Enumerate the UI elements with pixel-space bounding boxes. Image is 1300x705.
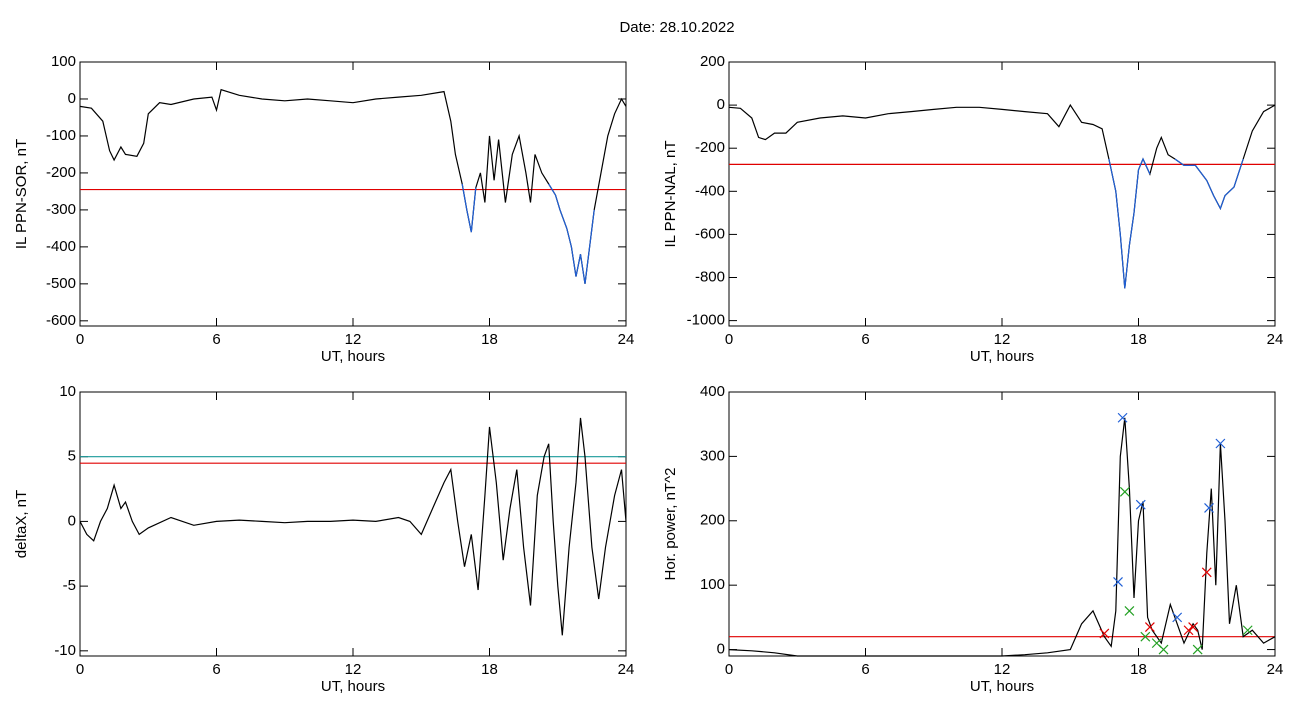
y-tick-label: 100	[51, 53, 76, 70]
cross-marker	[1119, 486, 1130, 497]
y-tick-label: 200	[700, 512, 725, 529]
y-tick-label: 400	[700, 383, 725, 400]
cross-marker	[1124, 606, 1135, 616]
y-tick-label: 0	[717, 96, 725, 113]
x-tick-label: 18	[1130, 661, 1147, 678]
x-tick-label: 24	[1267, 331, 1284, 348]
x-tick-label: 24	[618, 331, 635, 348]
figure-title: Date: 28.10.2022	[619, 19, 734, 36]
y-tick-label: 5	[68, 448, 76, 465]
cross-marker	[1113, 577, 1123, 587]
x-axis-label: UT, hours	[321, 348, 385, 365]
data-line	[1108, 157, 1244, 289]
y-tick-label: -400	[695, 182, 725, 199]
cross-marker	[1117, 412, 1128, 423]
panel: 0 6 12 18 24 100 0 -100 -200 -300 -400 -500 -600 UT, …	[13, 53, 634, 365]
plot-frame	[79, 61, 627, 327]
x-tick-label: 18	[481, 661, 498, 678]
x-tick-label: 24	[1267, 661, 1284, 678]
data-line	[461, 183, 595, 284]
panel: 0 6 12 18 24 10 5 0 -5 -10 UT, hours deltaX, nT	[13, 383, 634, 695]
y-tick-label: -1000	[687, 312, 725, 329]
x-tick-label: 0	[725, 331, 733, 348]
data-line	[728, 103, 1276, 289]
y-tick-label: -600	[46, 312, 76, 329]
y-axis-label: deltaX, nT	[13, 490, 30, 558]
data-line	[79, 417, 627, 636]
cross-marker	[1242, 625, 1253, 636]
y-axis-label: Hor. power, nT^2	[662, 468, 679, 581]
y-tick-label: -200	[695, 139, 725, 156]
x-tick-label: 6	[212, 331, 220, 348]
y-tick-label: 200	[700, 53, 725, 70]
y-tick-label: -200	[46, 164, 76, 181]
x-tick-label: 6	[861, 661, 869, 678]
x-tick-label: 0	[725, 661, 733, 678]
y-tick-label: -400	[46, 238, 76, 255]
cross-marker	[1135, 499, 1146, 510]
cross-marker	[1144, 622, 1155, 632]
cross-marker	[1188, 622, 1199, 632]
data-line	[728, 417, 1276, 657]
y-tick-label: -100	[46, 127, 76, 144]
y-tick-label: -500	[46, 275, 76, 292]
y-tick-label: 0	[68, 90, 76, 107]
cross-marker	[1192, 644, 1203, 655]
y-tick-label: -800	[695, 268, 725, 285]
y-axis-label: IL PPN-SOR, nT	[13, 139, 30, 249]
x-axis-label: UT, hours	[970, 678, 1034, 695]
cross-marker	[1201, 567, 1212, 578]
x-tick-label: 18	[1130, 331, 1147, 348]
y-tick-label: 0	[68, 512, 76, 529]
panel: 0 6 12 18 24 400 300 200 100 0 UT, hours Hor. power…	[662, 383, 1283, 695]
x-tick-label: 0	[76, 331, 84, 348]
x-tick-label: 12	[345, 661, 362, 678]
plot-frame	[79, 391, 627, 657]
x-tick-label: 12	[994, 331, 1011, 348]
data-line	[79, 88, 627, 284]
cross-marker	[1183, 625, 1194, 636]
y-tick-label: 0	[717, 641, 725, 658]
cross-marker	[1140, 631, 1151, 642]
cross-marker	[1172, 612, 1183, 623]
x-tick-label: 12	[994, 661, 1011, 678]
y-tick-label: -5	[63, 577, 76, 594]
x-tick-label: 18	[481, 331, 498, 348]
y-axis-label: IL PPN-NAL, nT	[662, 141, 679, 248]
x-axis-label: UT, hours	[970, 348, 1034, 365]
x-tick-label: 0	[76, 661, 84, 678]
y-tick-label: -600	[695, 225, 725, 242]
cross-marker	[1099, 628, 1110, 639]
y-tick-label: 300	[700, 447, 725, 464]
y-tick-label: -10	[54, 642, 76, 659]
panel: 0 6 12 18 24 200 0 -200 -400 -600 -800 -1000 UT, hou…	[662, 53, 1283, 365]
x-axis-label: UT, hours	[321, 678, 385, 695]
x-tick-label: 6	[212, 661, 220, 678]
cross-marker	[1204, 502, 1214, 513]
x-tick-label: 24	[618, 661, 635, 678]
x-tick-label: 6	[861, 331, 869, 348]
plot-frame	[728, 61, 1276, 327]
y-tick-label: 100	[700, 576, 725, 593]
plot-frame	[728, 391, 1276, 657]
cross-marker	[1151, 638, 1162, 649]
y-tick-label: 10	[59, 383, 76, 400]
x-tick-label: 12	[345, 331, 362, 348]
cross-marker	[1215, 438, 1226, 449]
y-tick-label: -300	[46, 201, 76, 218]
